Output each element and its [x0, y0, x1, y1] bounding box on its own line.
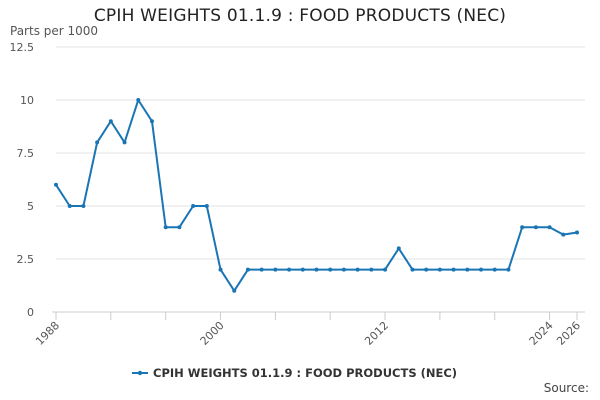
series-line: [55, 99, 578, 292]
data-point: [410, 267, 415, 272]
y-tick-label: 2.5: [17, 253, 35, 266]
data-point: [479, 267, 484, 272]
data-point: [328, 267, 333, 272]
data-point: [383, 267, 388, 272]
legend-label: CPIH WEIGHTS 01.1.9 : FOOD PRODUCTS (NEC…: [153, 366, 457, 380]
x-tick-label: 1988: [33, 319, 62, 348]
data-point: [259, 267, 264, 272]
data-point: [287, 267, 292, 272]
source-label: Source:: [543, 381, 589, 395]
data-point: [451, 267, 456, 272]
data-point: [465, 267, 470, 272]
data-point: [177, 225, 182, 230]
y-axis-label: Parts per 1000: [10, 24, 99, 38]
data-point: [191, 204, 196, 208]
x-tick-label: 2024: [527, 319, 556, 348]
data-point: [300, 267, 305, 272]
data-point: [204, 204, 209, 208]
data-point: [424, 267, 429, 272]
data-point: [218, 267, 223, 272]
x-tick-label: 2012: [362, 319, 391, 348]
x-tick-label: 2000: [198, 319, 227, 348]
y-tick-label: 12.5: [10, 41, 35, 54]
data-point: [520, 225, 525, 230]
data-point: [273, 267, 278, 272]
data-point: [95, 140, 100, 145]
data-point: [547, 225, 552, 230]
data-point: [369, 267, 374, 272]
data-point: [437, 267, 442, 272]
y-tick-label: 10: [20, 94, 34, 107]
data-point: [355, 267, 360, 272]
data-point: [163, 225, 168, 230]
legend-marker: [137, 370, 143, 376]
data-point: [561, 232, 566, 237]
data-point: [314, 267, 319, 272]
y-tick-label: 0: [27, 306, 34, 319]
data-point: [341, 267, 346, 272]
data-point: [67, 204, 72, 208]
data-point: [492, 267, 497, 272]
data-point: [575, 230, 579, 235]
x-tick-label: 2026: [554, 319, 583, 348]
data-point: [396, 246, 401, 251]
data-point: [108, 119, 113, 124]
data-point: [136, 98, 141, 102]
data-point: [122, 140, 127, 145]
y-tick-label: 7.5: [17, 147, 35, 160]
chart-title: CPIH WEIGHTS 01.1.9 : FOOD PRODUCTS (NEC…: [93, 6, 507, 26]
data-point: [81, 204, 86, 208]
data-point: [149, 119, 154, 124]
data-point: [232, 288, 237, 293]
y-tick-label: 5: [27, 200, 34, 213]
data-point: [506, 267, 511, 272]
data-point: [245, 267, 250, 272]
data-point: [533, 225, 538, 230]
data-point: [54, 182, 58, 187]
